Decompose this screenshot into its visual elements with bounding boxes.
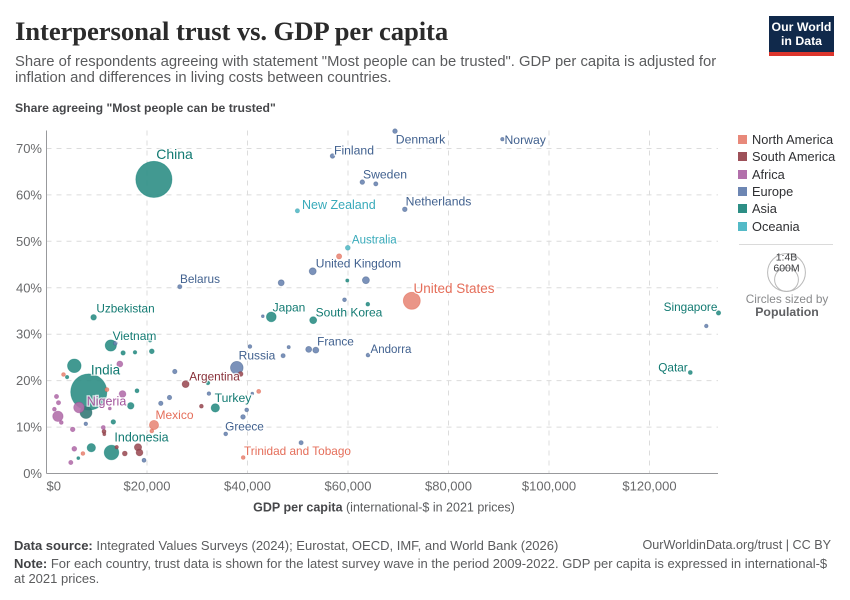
svg-text:Australia: Australia — [352, 235, 397, 247]
svg-text:70%: 70% — [16, 141, 42, 156]
svg-text:China: China — [156, 146, 193, 162]
svg-text:Singapore: Singapore — [664, 300, 718, 314]
svg-text:10%: 10% — [16, 420, 42, 435]
svg-text:600M: 600M — [773, 263, 799, 275]
svg-text:Andorra: Andorra — [371, 344, 413, 356]
svg-text:Japan: Japan — [273, 301, 306, 315]
svg-text:Denmark: Denmark — [396, 133, 446, 147]
svg-text:India: India — [91, 363, 121, 378]
svg-text:1:4B: 1:4B — [776, 252, 798, 264]
svg-text:Greece: Greece — [225, 420, 264, 434]
svg-text:Mexico: Mexico — [155, 408, 193, 422]
svg-text:40%: 40% — [16, 280, 42, 295]
svg-text:$20,000: $20,000 — [124, 479, 171, 494]
svg-text:GDP per capita (international-: GDP per capita (international-$ in 2021 … — [253, 501, 515, 515]
svg-text:20%: 20% — [16, 373, 42, 388]
svg-text:Qatar: Qatar — [658, 361, 688, 375]
svg-text:Argentina: Argentina — [189, 370, 240, 384]
svg-text:United Kingdom: United Kingdom — [316, 257, 401, 271]
svg-text:United States: United States — [413, 281, 494, 296]
svg-text:$80,000: $80,000 — [425, 479, 472, 494]
svg-text:$60,000: $60,000 — [325, 479, 372, 494]
svg-text:Norway: Norway — [505, 133, 547, 147]
svg-text:Uzbekistan: Uzbekistan — [96, 302, 154, 316]
svg-text:South Korea: South Korea — [316, 306, 383, 320]
svg-text:Trinidad and Tobago: Trinidad and Tobago — [244, 444, 351, 458]
svg-text:Netherlands: Netherlands — [406, 195, 472, 209]
svg-text:$120,000: $120,000 — [622, 479, 676, 494]
svg-text:Indonesia: Indonesia — [114, 431, 168, 445]
svg-text:France: France — [317, 335, 354, 349]
svg-text:Turkey: Turkey — [215, 391, 253, 405]
svg-text:$0: $0 — [47, 479, 61, 494]
svg-text:Belarus: Belarus — [180, 272, 220, 286]
svg-text:0%: 0% — [23, 466, 42, 481]
svg-text:$40,000: $40,000 — [224, 479, 271, 494]
svg-text:Nigeria: Nigeria — [87, 395, 127, 409]
svg-text:$100,000: $100,000 — [522, 479, 576, 494]
svg-text:Russia: Russia — [239, 349, 276, 363]
svg-text:30%: 30% — [16, 327, 42, 342]
svg-text:New Zealand: New Zealand — [302, 198, 376, 212]
svg-text:50%: 50% — [16, 234, 42, 249]
svg-text:Vietnam: Vietnam — [113, 329, 157, 343]
svg-text:Finland: Finland — [334, 144, 374, 158]
svg-text:60%: 60% — [16, 187, 42, 202]
svg-text:Sweden: Sweden — [363, 168, 407, 182]
